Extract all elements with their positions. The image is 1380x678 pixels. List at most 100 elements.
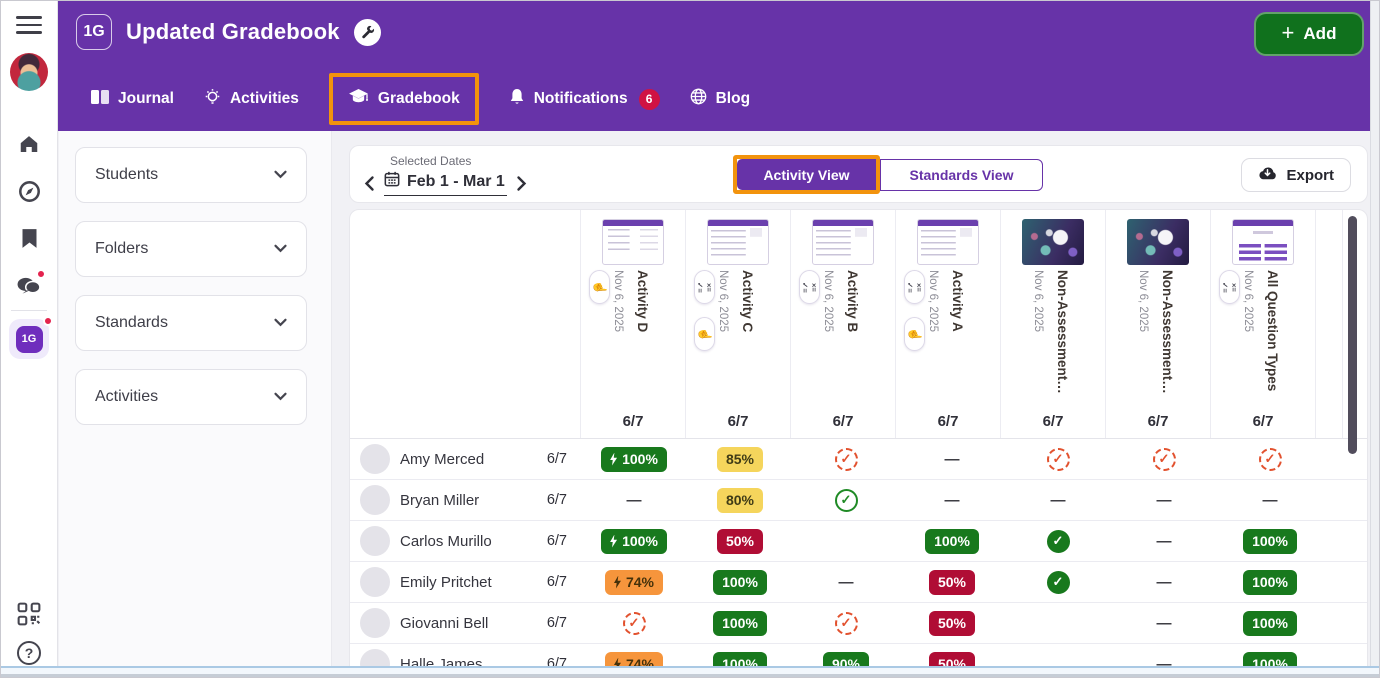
sidebar-item-class-1g[interactable]: 1G — [9, 316, 53, 359]
grade-cell[interactable]: ✓ — [793, 447, 899, 471]
grade-cell[interactable]: 74% — [581, 569, 687, 595]
score-chip[interactable]: 50% — [928, 569, 976, 595]
student-name-cell[interactable]: Bryan Miller 6/7 — [350, 485, 581, 515]
grade-cell[interactable]: ✓ — [1005, 529, 1111, 553]
tab-blog[interactable]: Blog — [690, 88, 750, 110]
grade-cell[interactable]: ✓ — [1005, 570, 1111, 594]
grade-cell[interactable]: ✓ — [1217, 447, 1323, 471]
student-name-cell[interactable]: Carlos Murillo 6/7 — [350, 526, 581, 556]
grade-cell[interactable]: 100% — [687, 569, 793, 595]
horizontal-scrollbar[interactable] — [1, 666, 1379, 677]
score-chip[interactable]: 100% — [601, 446, 667, 472]
vertical-scrollbar-thumb[interactable] — [1348, 216, 1357, 454]
grade-cell[interactable]: — — [1111, 492, 1217, 509]
grade-cell[interactable]: — — [899, 492, 1005, 509]
green-outline-check-icon[interactable]: ✓ — [834, 488, 858, 512]
activity-total-score: 6/7 — [1252, 413, 1274, 430]
standards-view-button[interactable]: Standards View — [880, 159, 1043, 191]
user-avatar[interactable] — [10, 53, 48, 91]
settings-wrench-icon[interactable] — [353, 18, 381, 46]
grade-cell[interactable]: — — [1111, 533, 1217, 550]
bookmark-icon[interactable] — [16, 225, 42, 251]
red-dash-check-icon[interactable]: ✓ — [834, 447, 858, 471]
grade-cell[interactable]: 100% — [1217, 569, 1323, 595]
activity-column-header[interactable]: Activity A Nov 6, 2025 ×= ✓= ☝ 6/7 — [896, 210, 1001, 438]
red-dash-check-icon[interactable]: ✓ — [1258, 447, 1282, 471]
activity-column-header[interactable]: All Question Types Nov 6, 2025 ×= ✓= 6/7 — [1211, 210, 1316, 438]
grade-cell[interactable]: ✓ — [1005, 447, 1111, 471]
filter-students[interactable]: Students — [75, 147, 307, 203]
grade-cell[interactable]: ✓ — [1111, 447, 1217, 471]
green-filled-check-icon[interactable]: ✓ — [1046, 529, 1070, 553]
filter-standards[interactable]: Standards — [75, 295, 307, 351]
student-name-cell[interactable]: Amy Merced 6/7 — [350, 444, 581, 474]
activity-column-header[interactable]: Activity D Nov 6, 2025 ☝ 6/7 — [581, 210, 686, 438]
grade-cell[interactable]: ✓ — [581, 611, 687, 635]
grade-cell[interactable]: ✓ — [793, 611, 899, 635]
menu-icon[interactable] — [15, 13, 43, 37]
score-chip[interactable]: 100% — [1243, 610, 1297, 636]
grade-cell[interactable]: — — [1111, 574, 1217, 591]
red-dash-check-icon[interactable]: ✓ — [834, 611, 858, 635]
tab-journal[interactable]: Journal — [91, 89, 174, 110]
score-chip[interactable]: 100% — [713, 610, 767, 636]
date-range-picker[interactable]: Feb 1 - Mar 1 — [384, 171, 507, 196]
grade-cell[interactable]: 50% — [899, 610, 1005, 636]
filter-activities[interactable]: Activities — [75, 369, 307, 425]
score-chip[interactable]: 100% — [925, 528, 979, 554]
grade-cell[interactable]: 80% — [687, 487, 793, 513]
grade-cell[interactable]: 100% — [687, 610, 793, 636]
red-dash-check-icon[interactable]: ✓ — [1152, 447, 1176, 471]
student-row: Bryan Miller 6/7 — 80% ✓ — — — — — [350, 480, 1367, 521]
tab-gradebook[interactable]: Gradebook — [328, 73, 479, 125]
home-icon[interactable] — [16, 131, 42, 157]
activity-column-header[interactable]: Non-Assessment… Nov 6, 2025 6/7 — [1106, 210, 1211, 438]
grade-cell[interactable]: 100% — [899, 528, 1005, 554]
tab-activities[interactable]: Activities — [204, 88, 299, 111]
score-chip[interactable]: 50% — [928, 610, 976, 636]
red-dash-check-icon[interactable]: ✓ — [622, 611, 646, 635]
export-button[interactable]: Export — [1241, 158, 1351, 192]
filter-folders[interactable]: Folders — [75, 221, 307, 277]
messages-icon[interactable] — [16, 269, 46, 298]
score-chip[interactable]: 80% — [716, 487, 764, 513]
grade-cell[interactable]: — — [581, 492, 687, 509]
grade-cell[interactable]: 100% — [581, 446, 687, 472]
tab-notifications[interactable]: Notifications 6 — [509, 88, 660, 111]
score-chip[interactable]: 85% — [716, 446, 764, 472]
grade-cell[interactable]: 50% — [899, 569, 1005, 595]
activity-view-button[interactable]: Activity View — [737, 159, 876, 190]
grade-cell[interactable]: ✓ — [793, 488, 899, 512]
grade-cell[interactable]: — — [1217, 492, 1323, 509]
chevron-left-icon[interactable] — [364, 176, 375, 191]
grade-cell[interactable]: 100% — [1217, 610, 1323, 636]
score-chip[interactable]: 100% — [713, 569, 767, 595]
add-button[interactable]: + Add — [1254, 12, 1364, 56]
help-icon[interactable]: ? — [17, 641, 41, 665]
grade-cell[interactable]: 85% — [687, 446, 793, 472]
student-name-cell[interactable]: Giovanni Bell 6/7 — [350, 608, 581, 638]
nav-tabs: Journal Activities Gradebook — [91, 73, 750, 125]
green-filled-check-icon[interactable]: ✓ — [1046, 570, 1070, 594]
chevron-right-icon[interactable] — [516, 176, 527, 191]
activity-column-header[interactable]: Activity C Nov 6, 2025 ×= ✓= ☝ 6/7 — [686, 210, 791, 438]
score-chip[interactable]: 100% — [601, 528, 667, 554]
window-scrollbar-track[interactable] — [1370, 1, 1379, 677]
compass-icon[interactable] — [16, 178, 42, 204]
grade-cell[interactable]: — — [899, 451, 1005, 468]
grade-cell[interactable]: — — [1111, 615, 1217, 632]
score-chip[interactable]: 74% — [604, 569, 664, 595]
grade-cell[interactable]: — — [1005, 492, 1111, 509]
student-name-cell[interactable]: Emily Pritchet 6/7 — [350, 567, 581, 597]
grade-cell[interactable]: 50% — [687, 528, 793, 554]
red-dash-check-icon[interactable]: ✓ — [1046, 447, 1070, 471]
qr-scan-icon[interactable] — [16, 601, 42, 627]
grade-cell[interactable]: 100% — [581, 528, 687, 554]
score-chip[interactable]: 100% — [1243, 528, 1297, 554]
grade-cell[interactable]: — — [793, 574, 899, 591]
activity-column-header[interactable]: Activity B Nov 6, 2025 ×= ✓= 6/7 — [791, 210, 896, 438]
grade-cell[interactable]: 100% — [1217, 528, 1323, 554]
score-chip[interactable]: 100% — [1243, 569, 1297, 595]
score-chip[interactable]: 50% — [716, 528, 764, 554]
activity-column-header[interactable]: Non-Assessment… Nov 6, 2025 6/7 — [1001, 210, 1106, 438]
